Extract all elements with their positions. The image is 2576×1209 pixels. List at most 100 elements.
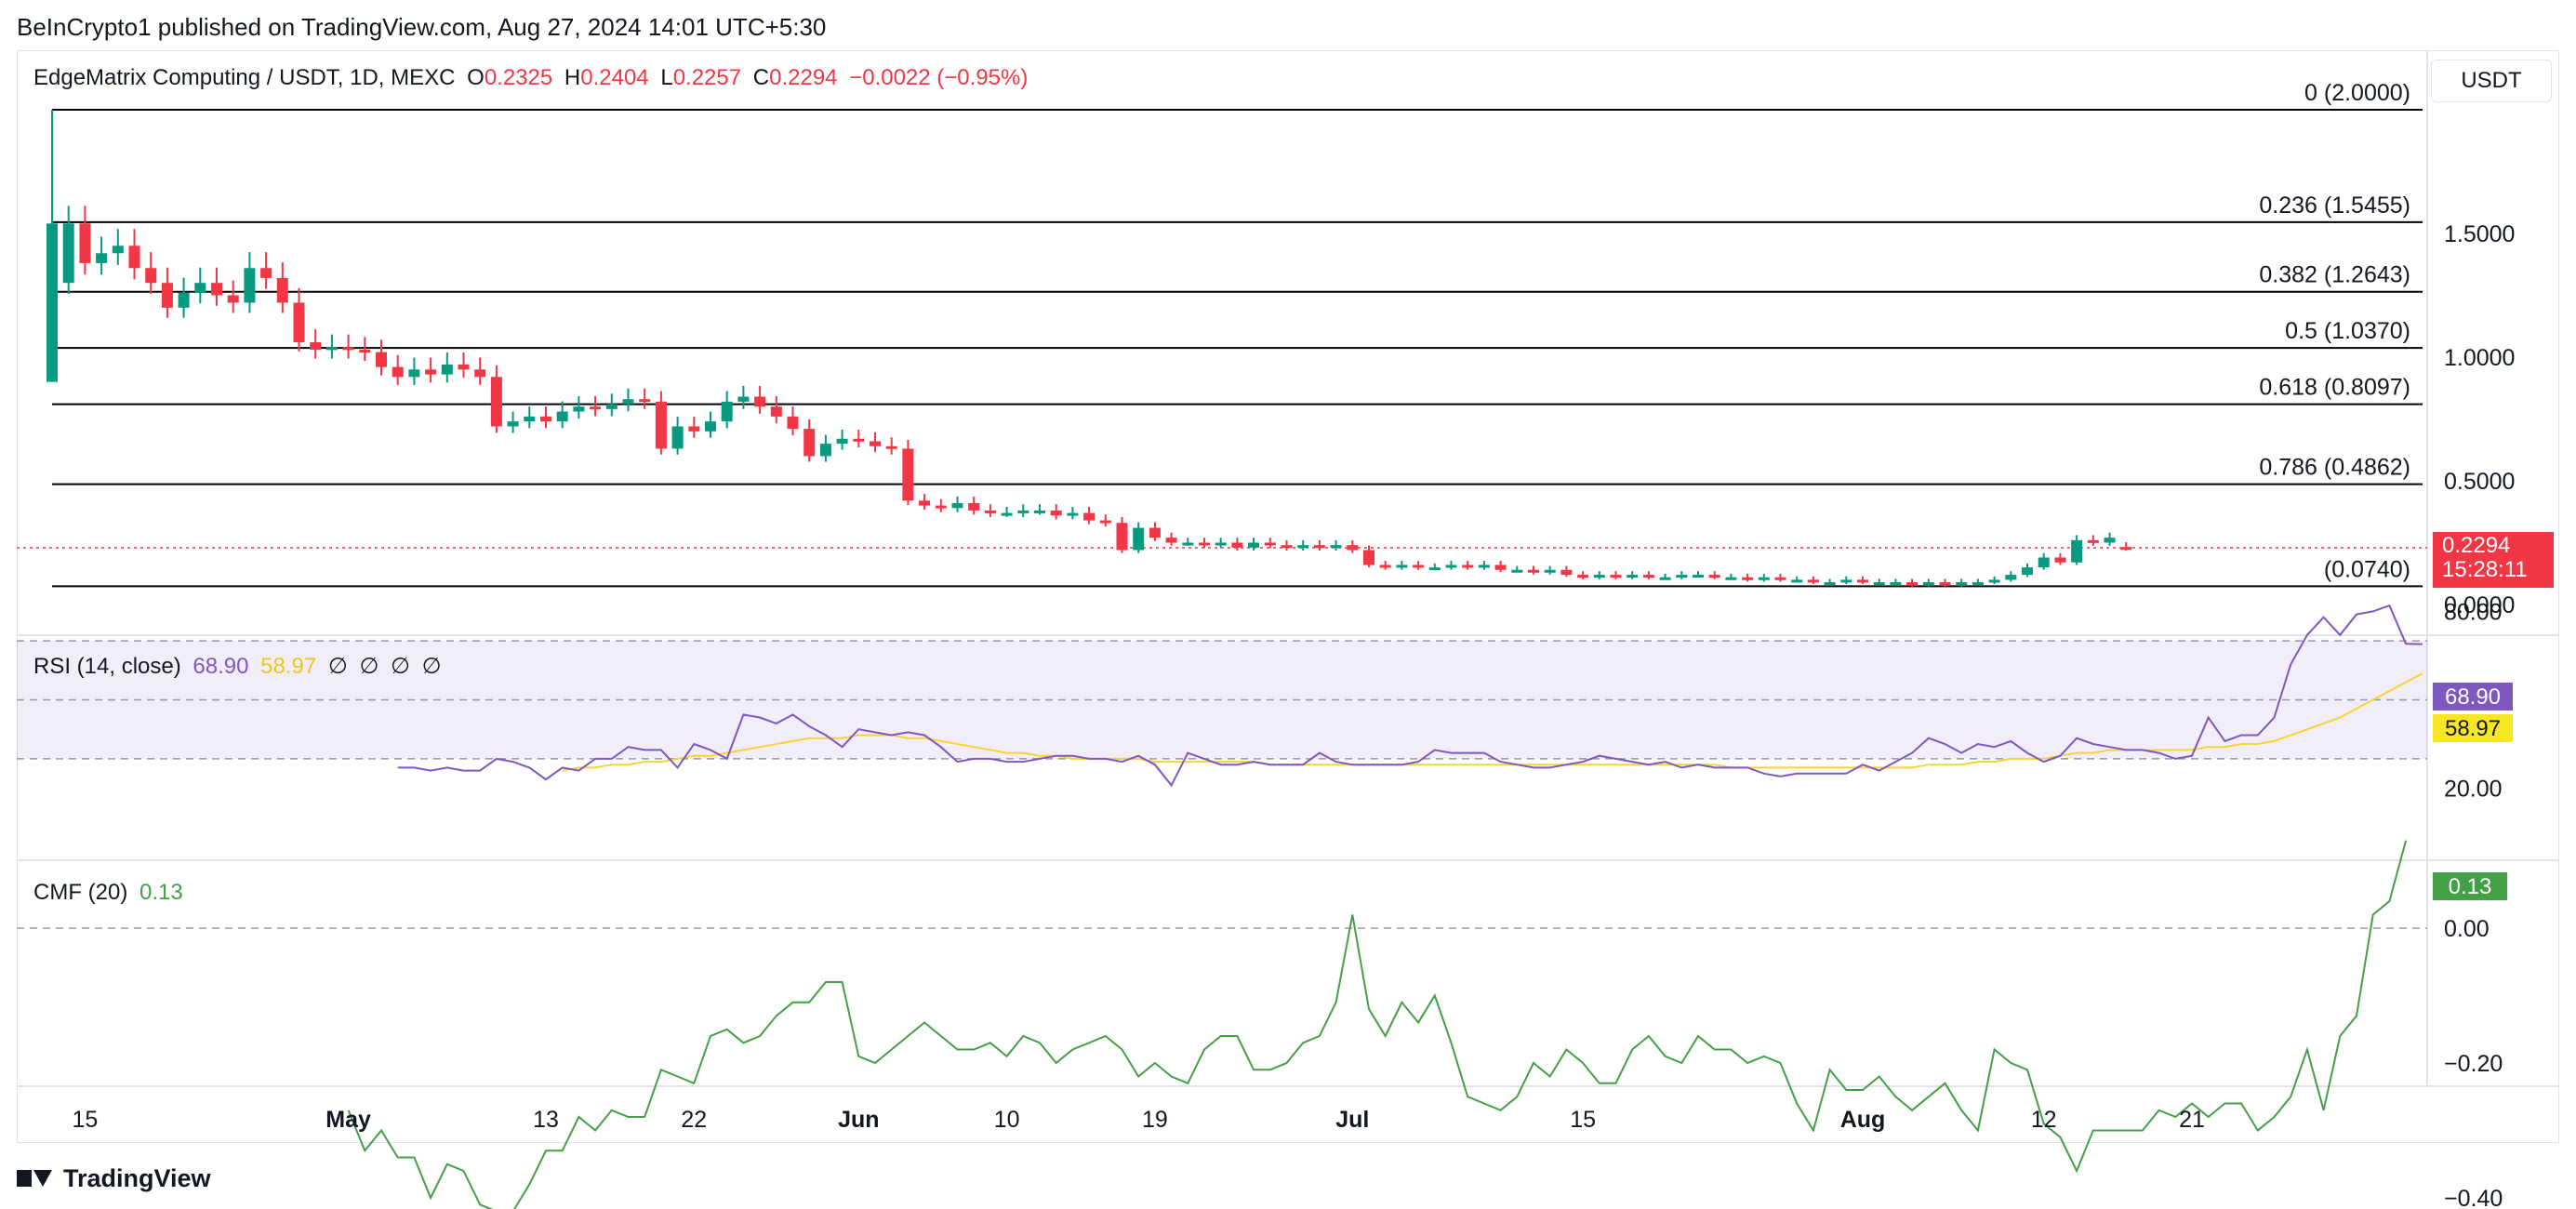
candle-body — [605, 404, 617, 409]
empty-value-icon: ∅ — [391, 654, 410, 679]
candle-body — [1791, 579, 1803, 583]
candle-body — [2005, 575, 2017, 580]
candle-body — [2120, 547, 2132, 551]
candle-body — [935, 505, 947, 509]
candle-body — [1363, 550, 1374, 565]
candle-body — [1034, 510, 1045, 513]
footer-brand[interactable]: TradingView — [17, 1162, 211, 1194]
cmf-tick-label: 0.00 — [2444, 916, 2490, 942]
cmf-title[interactable]: CMF (20) — [33, 880, 128, 905]
fib-level-label: 0 (2.0000) — [2304, 80, 2410, 106]
close-label: C — [752, 65, 770, 90]
empty-value-icon: ∅ — [421, 654, 442, 679]
rsi-legend: RSI (14, close) 68.90 58.97 ∅ ∅ ∅ ∅ — [33, 653, 447, 680]
candle-body — [1017, 510, 1029, 513]
candle-body — [1873, 582, 1885, 586]
candle-body — [754, 396, 766, 407]
fibonacci-levels: 0 (2.0000) 0.236 (1.5455) 0.382 (1.2643) 0.… — [17, 80, 2427, 588]
candle-body — [96, 253, 108, 263]
time-tick-label: 13 — [533, 1107, 559, 1133]
time-tick-label: 10 — [994, 1107, 1020, 1133]
chart-frame — [17, 50, 2559, 1143]
price-tick-label: 0.5000 — [2444, 469, 2515, 495]
candle-body — [803, 429, 816, 457]
candle-body — [507, 421, 519, 427]
candle-body — [1231, 542, 1243, 548]
cmf-value-tag: 0.13 — [2433, 872, 2507, 900]
candle-body — [951, 502, 963, 509]
candle-body — [1050, 510, 1062, 516]
candle-body — [919, 500, 931, 506]
candle-body — [1577, 575, 1589, 578]
rsi-title[interactable]: RSI (14, close) — [33, 654, 181, 679]
cmf-pane — [17, 840, 2427, 1209]
fib-level-label: (0.0740) — [2324, 556, 2410, 582]
candle-body — [211, 283, 222, 296]
rsi-tick-label: 80.00 — [2444, 599, 2503, 625]
cmf-legend: CMF (20) 0.13 — [33, 880, 189, 906]
open-label: O — [467, 65, 485, 90]
candle-body — [1313, 545, 1325, 549]
candle-body — [770, 406, 782, 417]
candle-body — [1462, 565, 1474, 568]
time-tick-label: Jul — [1335, 1107, 1369, 1133]
candle-body — [458, 364, 470, 370]
candle-body — [688, 426, 700, 432]
candle-body — [1939, 582, 1951, 586]
candle-body — [1511, 569, 1523, 573]
time-tick-label: 15 — [1570, 1107, 1596, 1133]
rsi-line — [397, 604, 2423, 788]
candle-body — [1182, 542, 1194, 546]
candle-body — [1824, 582, 1836, 586]
candle-body — [194, 283, 206, 293]
empty-value-icon: ∅ — [327, 654, 348, 679]
candle-body — [1610, 575, 1622, 578]
candle-body — [524, 416, 536, 422]
price-tick-label: 1.0000 — [2444, 345, 2515, 371]
publisher-attribution: BeInCrypto1 published on TradingView.com… — [17, 13, 827, 41]
candle-body — [1956, 582, 1968, 586]
time-tick-label: 21 — [2179, 1107, 2205, 1133]
low-value: 0.2257 — [672, 65, 742, 90]
rsi-ma-line — [562, 672, 2423, 772]
currency-button[interactable]: USDT — [2431, 60, 2552, 102]
open-value: 0.2325 — [484, 65, 553, 90]
candle-body — [1428, 567, 1441, 571]
symbol-title[interactable]: EdgeMatrix Computing / USDT, 1D, MEXC — [33, 65, 456, 90]
candle-body — [1330, 545, 1342, 549]
bar-countdown: 15:28:11 — [2442, 557, 2528, 582]
candle-body — [655, 401, 667, 449]
candle-body — [46, 223, 58, 382]
candle-body — [885, 445, 897, 449]
candle-body — [1528, 569, 1539, 573]
candle-body — [1133, 527, 1145, 551]
pane-separators — [17, 50, 2559, 1087]
candle-body — [1659, 577, 1671, 580]
candle-body — [1083, 512, 1095, 521]
time-tick-label: 22 — [681, 1107, 707, 1133]
fib-level-label: 0.236 (1.5455) — [2259, 193, 2410, 219]
candle-body — [2104, 538, 2116, 543]
candle-body — [1642, 575, 1654, 578]
candlesticks — [46, 110, 2132, 587]
candle-body — [556, 411, 568, 422]
candle-body — [1248, 542, 1260, 548]
candle-body — [490, 377, 502, 427]
low-label: L — [660, 65, 673, 90]
candle-body — [1922, 582, 1934, 586]
candle-body — [1972, 582, 1984, 586]
candle-body — [1676, 575, 1688, 578]
candle-body — [1693, 575, 1704, 578]
candle-body — [787, 416, 799, 430]
candle-body — [819, 444, 831, 457]
candle-body — [721, 401, 733, 422]
rsi-ma-value: 58.97 — [260, 654, 317, 679]
candle-body — [902, 448, 914, 501]
candle-body — [2087, 539, 2099, 543]
candle-body — [1758, 577, 1770, 580]
fib-level-label: 0.618 (0.8097) — [2259, 375, 2410, 401]
candle-body — [325, 347, 338, 351]
candle-body — [408, 369, 420, 378]
candle-body — [244, 268, 256, 303]
